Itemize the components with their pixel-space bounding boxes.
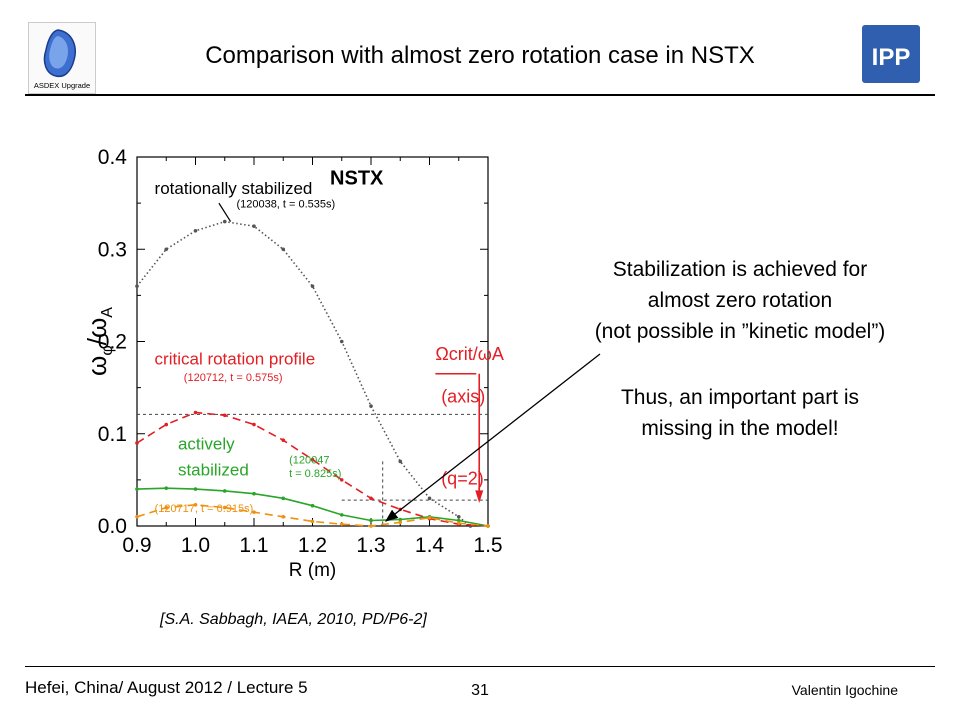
svg-text:ASDEX Upgrade: ASDEX Upgrade xyxy=(34,81,90,90)
label-stabilized: stabilized xyxy=(178,460,249,479)
series-point-1 xyxy=(339,478,344,482)
series-point-0 xyxy=(281,247,286,252)
detail-orange-series: (120717, t = 0.915s) xyxy=(155,503,254,515)
series-point-1 xyxy=(369,496,373,501)
series-point-3 xyxy=(486,524,490,528)
detail-rotationally-stabilized: (120038, t = 0.535s) xyxy=(236,199,335,211)
series-point-2 xyxy=(456,518,461,523)
series-point-0 xyxy=(398,459,403,464)
rotation-chart: 0.9 1.0 1.1 1.2 1.3 1.4 1.5 0.0 0.1 0.2 0.3 0.4 R (m… xyxy=(70,140,510,605)
label-critical-rotation: critical rotation profile xyxy=(155,350,316,369)
x-tick-label: 1.1 xyxy=(239,534,268,557)
x-tick-label: 0.9 xyxy=(122,534,151,557)
reference-citation: [S.A. Sabbagh, IAEA, 2010, PD/P6-2] xyxy=(160,611,427,628)
series-point-3 xyxy=(427,515,432,520)
y-axis-label: ωφ/ωA xyxy=(82,307,116,376)
detail-critical-rotation: (120712, t = 0.575s) xyxy=(184,372,283,384)
y-tick-label: 0.0 xyxy=(98,515,127,538)
svg-text:IPP: IPP xyxy=(872,44,911,71)
series-point-2 xyxy=(164,486,169,490)
y-tick-label: 0.2 xyxy=(98,331,127,354)
note-line-1: Stabilization is achieved for xyxy=(612,258,868,281)
note-line-2: almost zero rotation xyxy=(647,289,833,312)
series-point-3 xyxy=(398,520,403,525)
x-tick-label: 1.4 xyxy=(415,534,445,557)
y-tick-label: 0.4 xyxy=(98,146,128,169)
series-point-2 xyxy=(252,491,256,496)
series-point-2 xyxy=(339,513,344,517)
x-axis-label: R (m) xyxy=(289,560,336,581)
series-point-0 xyxy=(222,219,227,224)
series-point-3 xyxy=(135,514,139,519)
series-point-1 xyxy=(193,410,198,415)
series-point-3 xyxy=(252,510,256,514)
x-tick-label: 1.2 xyxy=(298,534,327,557)
series-point-3 xyxy=(281,514,286,519)
series-point-3 xyxy=(222,505,227,510)
y-tick-label: 0.3 xyxy=(98,238,127,261)
label-rotationally-stabilized: rotationally stabilized xyxy=(155,179,313,198)
series-point-1 xyxy=(164,422,169,427)
series-point-1 xyxy=(252,422,256,427)
series-point-2 xyxy=(222,489,227,493)
label-crit-over-wa: Ωcrit/ωA xyxy=(435,344,504,364)
series-point-0 xyxy=(369,404,373,408)
series-point-0 xyxy=(164,247,169,252)
page-number: 31 xyxy=(471,682,489,699)
series-point-0 xyxy=(456,514,461,519)
x-tick-label: 1.5 xyxy=(473,534,502,557)
label-q2: (q=2) xyxy=(441,468,484,488)
series-point-2 xyxy=(310,503,315,508)
series-point-2 xyxy=(281,496,286,501)
detail-actively-stabilized-1: (120047 xyxy=(289,454,329,466)
series-point-1 xyxy=(310,457,315,462)
series-point-0 xyxy=(135,284,139,288)
chart-title: NSTX xyxy=(330,168,384,190)
note-line-3: (not possible in ”kinetic model”) xyxy=(594,320,886,343)
series-point-1 xyxy=(222,413,227,418)
asdex-upgrade-logo: ASDEX Upgrade xyxy=(28,22,96,94)
series-point-2 xyxy=(398,517,403,522)
ipp-logo: IPP xyxy=(862,25,920,83)
series-point-0 xyxy=(427,496,432,501)
series-point-3 xyxy=(456,521,461,526)
detail-actively-stabilized-2: t = 0.825s) xyxy=(289,468,341,480)
series-point-3 xyxy=(369,524,373,528)
label-actively: actively xyxy=(178,434,235,453)
header-rule xyxy=(25,94,935,96)
x-tick-label: 1.0 xyxy=(181,534,210,557)
crit-arrow-head xyxy=(475,490,484,503)
footer-author: Valentin Igochine xyxy=(791,682,898,698)
series-point-3 xyxy=(310,519,315,524)
y-tick-label: 0.1 xyxy=(98,423,127,446)
series-point-2 xyxy=(135,487,139,491)
footer-rule xyxy=(25,666,935,667)
x-tick-label: 1.3 xyxy=(356,534,385,557)
footer-lecture: Hefei, China/ August 2012 / Lecture 5 xyxy=(25,678,308,697)
label-axis: (axis) xyxy=(441,386,485,406)
arrow-rotationally-stabilized xyxy=(218,202,232,222)
series-point-1 xyxy=(135,441,139,445)
slide-title: Comparison with almost zero rotation cas… xyxy=(205,42,755,69)
series-point-3 xyxy=(193,502,198,507)
note-line-4: Thus, an important part is xyxy=(620,386,860,409)
series-point-0 xyxy=(339,339,344,344)
series-point-3 xyxy=(339,522,344,526)
series-point-2 xyxy=(369,518,373,523)
series-point-0 xyxy=(310,284,315,288)
series-point-0 xyxy=(252,224,256,228)
note-line-5: missing in the model! xyxy=(641,417,839,440)
series-point-3 xyxy=(164,505,169,510)
series-point-1 xyxy=(281,438,286,443)
series-point-2 xyxy=(193,487,198,491)
series-point-0 xyxy=(193,229,198,233)
